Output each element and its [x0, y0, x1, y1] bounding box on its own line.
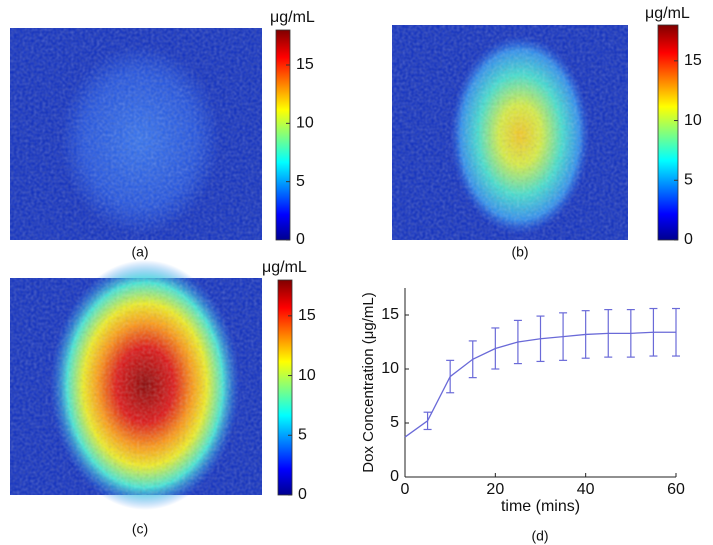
colorbar-tick-label: 15: [296, 56, 314, 73]
panel-caption: (c): [132, 521, 148, 537]
error-bar: [672, 307, 680, 357]
x-tick-label: 0: [401, 481, 410, 498]
colorbar-tick-label: 10: [684, 112, 702, 129]
y-axis-label: Dox Concentration (μg/mL): [360, 292, 377, 472]
error-bar: [513, 319, 522, 365]
error-bar: [491, 327, 500, 370]
y-tick-label: 0: [390, 468, 399, 485]
error-bar: [581, 310, 590, 359]
colorbar-label: μg/mL: [262, 259, 307, 276]
error-bar: [423, 411, 432, 431]
error-bar: [626, 309, 635, 358]
x-tick-label: 60: [667, 481, 685, 498]
error-bar: [559, 312, 568, 361]
colorbar-tick-label: 0: [298, 486, 307, 503]
colorbar-tick-label: 15: [684, 52, 702, 69]
colorbar-label: μg/mL: [645, 5, 690, 22]
x-tick-label: 20: [486, 481, 504, 498]
panel-caption: (b): [511, 244, 528, 260]
x-axis-label: time (mins): [501, 498, 580, 515]
heatmap-noise: [10, 278, 262, 495]
error-bar: [536, 315, 545, 363]
panel-caption: (d): [531, 528, 548, 544]
colorbar-tick-label: 10: [298, 367, 316, 384]
colorbar: [277, 279, 293, 496]
error-bar: [649, 307, 658, 357]
error-bar: [468, 340, 477, 379]
colorbar-tick-label: 5: [296, 173, 305, 190]
colorbar-tick-label: 15: [298, 307, 316, 324]
panel-caption: (a): [131, 244, 148, 260]
heatmap-noise: [10, 28, 262, 240]
y-tick-label: 5: [390, 414, 399, 431]
colorbar-label: μg/mL: [270, 9, 315, 26]
colorbar-tick-label: 5: [298, 426, 307, 443]
colorbar-tick-label: 0: [684, 231, 693, 248]
colorbar: [657, 24, 679, 241]
colorbar: [275, 29, 291, 241]
y-tick-label: 10: [381, 360, 399, 377]
x-tick-label: 40: [577, 481, 595, 498]
heatmap-noise: [392, 25, 628, 240]
colorbar-tick-label: 10: [296, 115, 314, 132]
colorbar-tick-label: 0: [296, 231, 305, 248]
colorbar-tick-label: 5: [684, 171, 693, 188]
error-bar: [446, 359, 455, 394]
error-bar: [604, 309, 613, 358]
y-tick-label: 15: [381, 306, 399, 323]
